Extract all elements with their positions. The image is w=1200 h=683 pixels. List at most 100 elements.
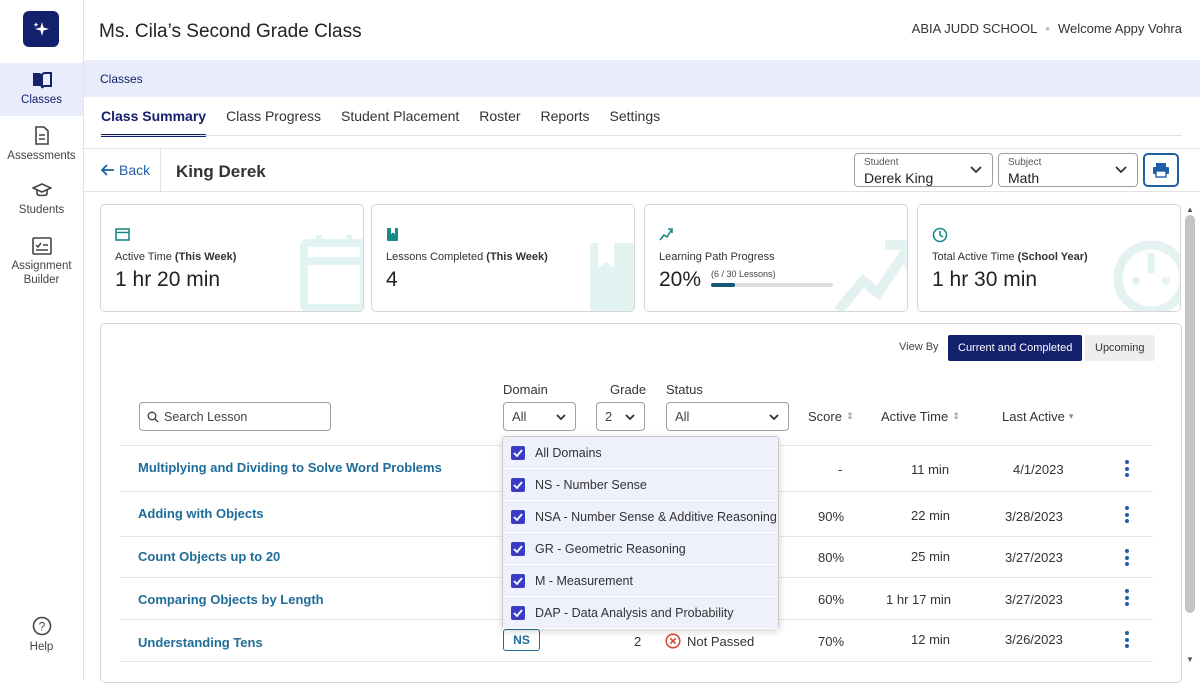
sidebar-item-assessments[interactable]: Assessments	[0, 126, 83, 163]
column-header-last-active[interactable]: Last Active ▾	[1002, 409, 1074, 424]
breadcrumb: Classes	[84, 60, 1200, 97]
grade-select-value: 2	[605, 409, 613, 424]
time-cell: 25 min	[911, 549, 951, 564]
tab-class-summary[interactable]: Class Summary	[101, 108, 207, 137]
score-cell: 90%	[818, 509, 845, 524]
score-cell: 80%	[818, 550, 845, 565]
grade-select[interactable]: 2	[596, 402, 645, 431]
checkbox-checked-icon	[511, 445, 525, 460]
separator-dot: •	[1045, 21, 1050, 36]
domain-option[interactable]: GR - Geometric Reasoning	[503, 533, 778, 565]
tab-bar: Class Summary Class Progress Student Pla…	[101, 108, 670, 137]
document-icon	[34, 126, 49, 145]
breadcrumb-classes[interactable]: Classes	[100, 72, 143, 86]
tabs-divider	[101, 135, 1182, 136]
card-value: 4	[386, 268, 398, 291]
scroll-up-icon[interactable]: ▲	[1186, 205, 1194, 214]
sparkle-icon	[33, 22, 49, 36]
sidebar-item-assignment-builder[interactable]: Assignment Builder	[0, 237, 83, 287]
card-label: Learning Path Progress	[659, 251, 775, 263]
domain-option[interactable]: DAP - Data Analysis and Probability	[503, 597, 778, 629]
more-options-icon[interactable]	[1125, 589, 1129, 609]
column-header-score[interactable]: Score ⇕	[808, 409, 854, 424]
path-icon	[659, 228, 673, 241]
lesson-link[interactable]: Comparing Objects by Length	[138, 592, 324, 607]
time-cell: 1 hr 17 min	[886, 592, 952, 607]
score-cell: 60%	[818, 592, 845, 607]
date-cell: 4/1/2023	[1013, 462, 1064, 477]
tab-student-placement[interactable]: Student Placement	[340, 108, 460, 124]
search-input[interactable]: Search Lesson	[139, 402, 331, 431]
app-logo[interactable]	[23, 11, 59, 47]
more-options-icon[interactable]	[1125, 506, 1129, 526]
subject-select[interactable]: Subject Math	[998, 153, 1138, 187]
lesson-link[interactable]: Multiplying and Dividing to Solve Word P…	[138, 460, 442, 475]
calendar-watermark-icon	[300, 235, 363, 311]
divider	[160, 149, 161, 192]
checkbox-checked-icon	[511, 605, 525, 620]
sort-desc-icon: ▾	[1068, 411, 1074, 421]
domain-option[interactable]: M - Measurement	[503, 565, 778, 597]
chevron-down-icon	[769, 414, 779, 421]
domain-select[interactable]: All	[503, 402, 576, 431]
student-name: King Derek	[176, 162, 266, 181]
tab-reports[interactable]: Reports	[540, 108, 590, 124]
domain-option[interactable]: NS - Number Sense	[503, 469, 778, 501]
student-select[interactable]: Student Derek King	[854, 153, 993, 187]
sidebar-item-label: Classes	[21, 94, 62, 106]
domain-option[interactable]: All Domains	[503, 437, 778, 469]
domain-badge: NS	[503, 629, 540, 651]
back-label: Back	[119, 162, 151, 178]
card-value: 1 hr 30 min	[932, 268, 1038, 291]
card-label: Total Active Time (School Year)	[932, 251, 1088, 263]
tab-roster[interactable]: Roster	[479, 108, 521, 124]
student-select-value: Derek King	[864, 170, 934, 186]
date-cell: 3/27/2023	[1005, 592, 1063, 607]
lesson-link[interactable]: Count Objects up to 20	[138, 549, 281, 564]
lesson-link[interactable]: Understanding Tens	[138, 635, 263, 650]
sidebar-item-students[interactable]: Students	[0, 182, 83, 217]
grade-label: Grade	[610, 382, 647, 397]
tab-class-progress[interactable]: Class Progress	[226, 108, 321, 124]
student-select-label: Student	[864, 157, 899, 168]
school-name: ABIA JUDD SCHOOL	[911, 21, 1038, 36]
view-upcoming-button[interactable]: Upcoming	[1085, 335, 1155, 361]
scroll-down-icon[interactable]: ▼	[1186, 655, 1194, 664]
welcome-text[interactable]: Welcome Appy Vohra	[1057, 21, 1182, 36]
help-button[interactable]: ? Help	[0, 616, 83, 654]
sidebar-item-classes[interactable]: Classes	[0, 63, 83, 116]
more-options-icon[interactable]	[1125, 460, 1129, 480]
card-total-active-time: Total Active Time (School Year) 1 hr 30 …	[917, 204, 1181, 312]
page-title: Ms. Cila’s Second Grade Class	[99, 21, 362, 42]
back-button[interactable]: Back	[101, 162, 150, 178]
timer-icon	[932, 227, 948, 243]
view-by-label: View By	[899, 341, 939, 353]
view-current-completed-button[interactable]: Current and Completed	[948, 335, 1083, 361]
checkbox-checked-icon	[511, 541, 525, 556]
domain-select-value: All	[512, 409, 527, 424]
chevron-down-icon	[970, 166, 982, 174]
print-button[interactable]	[1143, 153, 1179, 187]
more-options-icon[interactable]	[1125, 549, 1129, 569]
sidebar-item-label: Assignment Builder	[11, 260, 72, 286]
grade-cell: 2	[634, 634, 642, 649]
scrollbar-thumb[interactable]	[1185, 215, 1195, 613]
book-icon	[32, 72, 52, 89]
search-placeholder: Search Lesson	[164, 409, 248, 424]
tab-settings[interactable]: Settings	[609, 108, 661, 124]
lesson-link[interactable]: Adding with Objects	[138, 506, 264, 521]
arrow-left-icon	[101, 164, 114, 176]
more-options-icon[interactable]	[1125, 631, 1129, 651]
chevron-down-icon	[556, 414, 566, 421]
status-select[interactable]: All	[666, 402, 789, 431]
graduation-cap-icon	[31, 183, 52, 197]
chevron-down-icon	[625, 414, 635, 421]
date-cell: 3/28/2023	[1005, 509, 1063, 524]
time-cell: 12 min	[911, 632, 951, 647]
domain-option[interactable]: NSA - Number Sense & Additive Reasoning	[503, 501, 778, 533]
card-value: 20%	[659, 268, 702, 291]
column-header-active-time[interactable]: Active Time ⇕	[881, 409, 960, 424]
checkbox-checked-icon	[511, 573, 525, 588]
student-header: Back King Derek	[84, 148, 1200, 192]
svg-text:?: ?	[38, 620, 45, 634]
